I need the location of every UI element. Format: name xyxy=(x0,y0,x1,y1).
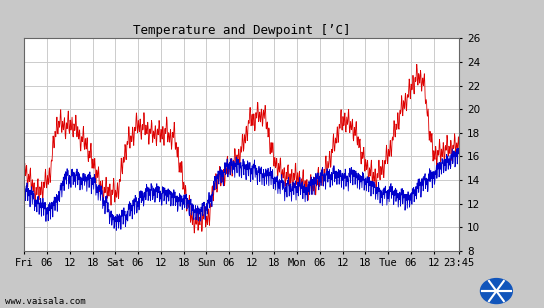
Title: Temperature and Dewpoint [’C]: Temperature and Dewpoint [’C] xyxy=(133,24,350,37)
Circle shape xyxy=(480,278,512,304)
Text: www.vaisala.com: www.vaisala.com xyxy=(5,298,86,306)
